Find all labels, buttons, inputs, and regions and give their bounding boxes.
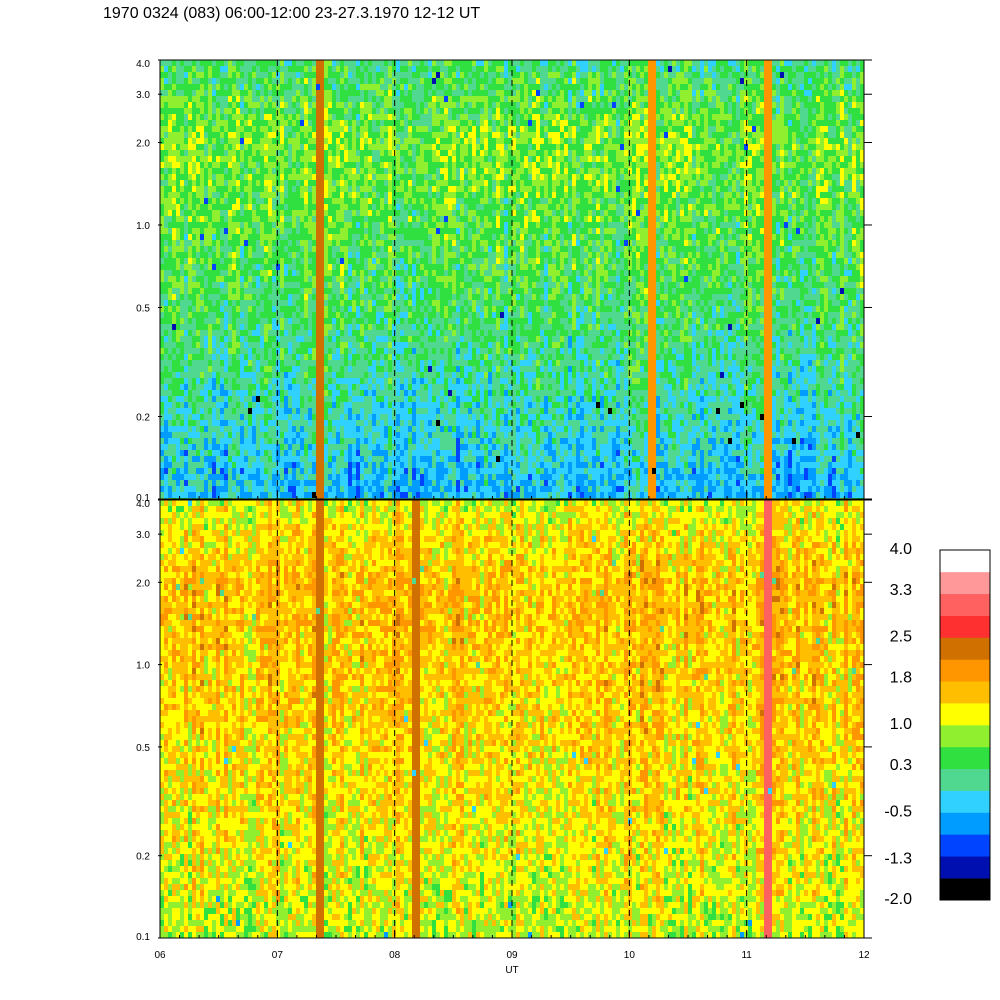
y-tick-label: 2.0 — [136, 578, 150, 589]
y-tick-label: 2.0 — [136, 138, 150, 149]
panel-upper: 4.03.02.01.00.50.20.1 — [136, 59, 872, 504]
y-tick-label: 0.2 — [136, 852, 150, 863]
x-tick-label: 10 — [624, 950, 636, 961]
y-tick-label: 4.0 — [136, 59, 150, 70]
x-tick-label: 06 — [154, 950, 166, 961]
x-tick-label: 07 — [272, 950, 284, 961]
colorbar-swatch — [940, 616, 990, 638]
y-tick-label: 1.0 — [136, 661, 150, 672]
colorbar-swatch — [940, 769, 990, 791]
colorbar-label: 1.8 — [890, 670, 912, 687]
colorbar-swatch — [940, 638, 990, 660]
colorbar-label: 1.0 — [890, 716, 912, 733]
y-tick-label: 0.5 — [136, 743, 150, 754]
y-tick-label: 3.0 — [136, 530, 150, 541]
colorbar-swatch — [940, 878, 990, 900]
colorbar-swatch — [940, 856, 990, 878]
colorbar-label: 4.0 — [890, 541, 912, 558]
y-tick-label: 0.1 — [136, 932, 150, 943]
colorbar-swatch — [940, 703, 990, 725]
y-tick-label: 1.0 — [136, 221, 150, 232]
colorbar-label: 2.5 — [890, 629, 912, 646]
colorbar-swatch — [940, 791, 990, 813]
colorbar-swatch — [940, 813, 990, 835]
colorbar-swatch — [940, 725, 990, 747]
colorbar-swatch — [940, 572, 990, 594]
colorbar-swatch — [940, 659, 990, 681]
y-tick-label: 0.2 — [136, 413, 150, 424]
colorbar-label: -0.5 — [884, 804, 912, 821]
x-tick-label: 08 — [389, 950, 401, 961]
x-tick-label: 11 — [741, 950, 752, 961]
x-tick-label: 09 — [506, 950, 518, 961]
colorbar-swatch — [940, 550, 990, 572]
colorbar-swatch — [940, 834, 990, 856]
y-tick-label: 4.0 — [136, 499, 150, 510]
x-tick-label: 12 — [858, 950, 870, 961]
colorbar-swatch — [940, 681, 990, 703]
panel-lower: 4.0 3.0 2.0 1.0 0.5 0.2 0.1 06 07 08 09 10 11 12 UT — [136, 499, 872, 976]
colorbar-swatch — [940, 594, 990, 616]
colorbar-label: -2.0 — [884, 891, 912, 908]
colorbar-label: 3.3 — [890, 582, 912, 599]
colorbar-label: -1.3 — [884, 850, 912, 867]
y-tick-label: 0.5 — [136, 303, 150, 314]
colorbar: 4.0 3.3 2.5 1.8 1.0 0.3 -0.5 -1.3 -2.0 — [884, 541, 990, 908]
y-tick-label: 3.0 — [136, 90, 150, 101]
colorbar-swatch — [940, 747, 990, 769]
x-axis-label: UT — [505, 965, 518, 976]
colorbar-label: 0.3 — [890, 757, 912, 774]
